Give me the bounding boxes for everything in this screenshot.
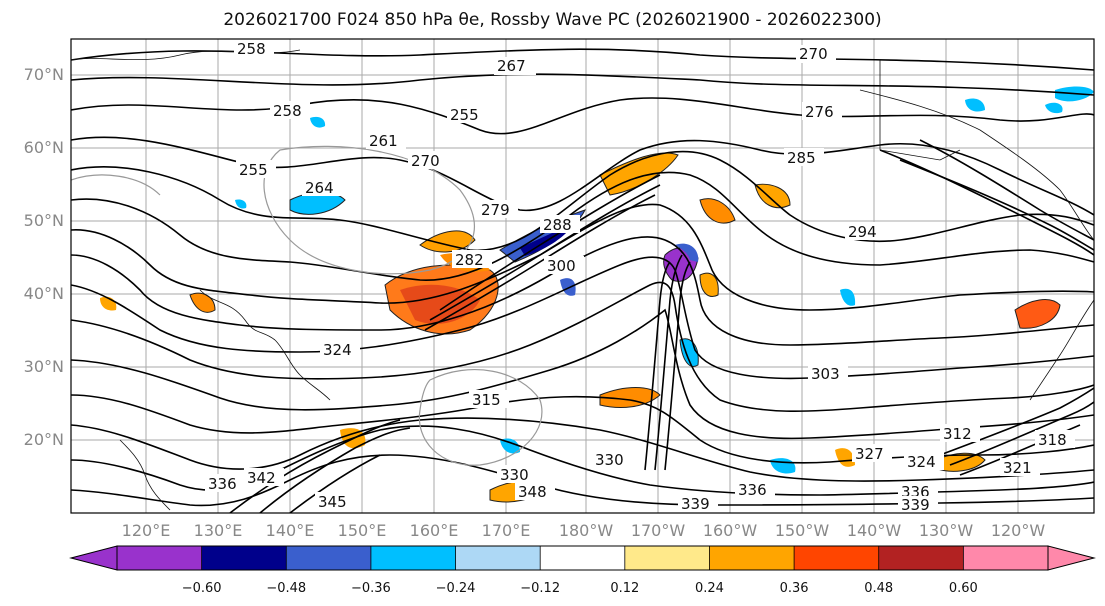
colorbar-under-arrow	[69, 545, 118, 571]
colorbar-tick-label: −0.12	[520, 581, 560, 596]
contour-label: 285	[787, 149, 816, 167]
contour-label: 288	[543, 216, 572, 234]
lon-label: 120°W	[991, 521, 1046, 540]
lon-label: 120°E	[122, 521, 171, 540]
colorbar-over-arrow	[1047, 545, 1096, 571]
lat-label: 50°N	[24, 211, 64, 230]
contour-label: 324	[323, 341, 352, 359]
lon-label: 150°E	[338, 521, 387, 540]
colorbar-tick-label: −0.36	[351, 581, 391, 596]
contour-label: 303	[811, 365, 840, 383]
contour-label: 342	[247, 469, 276, 487]
lon-label: 150°W	[775, 521, 830, 540]
contour-label: 300	[547, 257, 576, 275]
contour-label: 348	[518, 483, 547, 501]
contour-label: 255	[450, 106, 479, 124]
contour-label: 264	[305, 179, 334, 197]
contour-label: 318	[1038, 431, 1067, 449]
colorbar-cell	[624, 546, 710, 570]
contour-label: 336	[208, 475, 237, 493]
colorbar-cell	[201, 546, 287, 570]
colorbar-tick-label: 0.12	[610, 581, 639, 596]
colorbar-tick-label: 0.36	[780, 581, 809, 596]
latitude-labels: 70°N 60°N 50°N 40°N 30°N 20°N	[24, 65, 64, 449]
colorbar-cell	[286, 546, 372, 570]
map-background	[71, 39, 1094, 513]
contour-label: 279	[481, 201, 510, 219]
contour-label: 294	[848, 223, 877, 241]
contour-label: 270	[799, 45, 828, 63]
contour-label: 345	[318, 493, 347, 511]
map-content: 258 267 270 258 255 261 270 255 264 279 …	[71, 39, 1094, 514]
colorbar-tick-label: 0.60	[949, 581, 978, 596]
colorbar-cell	[963, 546, 1049, 570]
lat-label: 30°N	[24, 357, 64, 376]
map-title: 2026021700 F024 850 hPa θe, Rossby Wave …	[223, 10, 882, 30]
colorbar-cell	[455, 546, 541, 570]
contour-label: 282	[455, 251, 484, 269]
contour-label: 339	[681, 495, 710, 513]
contour-label: 327	[855, 445, 884, 463]
colorbar-tick-label: 0.48	[864, 581, 893, 596]
colorbar-tick-label: 0.24	[695, 581, 724, 596]
lon-label: 180°W	[559, 521, 614, 540]
contour-label: 330	[500, 466, 529, 484]
contour-label: 324	[907, 453, 936, 471]
colorbar-tick-label: −0.48	[266, 581, 306, 596]
lon-label: 130°W	[919, 521, 974, 540]
contour-label: 276	[805, 103, 834, 121]
colorbar: −0.60 −0.48 −0.36 −0.24 −0.12 0.12 0.24 0.36 0.4…	[69, 545, 1096, 596]
colorbar-cell	[709, 546, 795, 570]
contour-label: 321	[1003, 459, 1032, 477]
contour-label: 330	[595, 451, 624, 469]
contour-label: 312	[943, 425, 972, 443]
lon-label: 170°E	[482, 521, 531, 540]
colorbar-tick-label: −0.24	[436, 581, 476, 596]
lon-label: 140°W	[847, 521, 902, 540]
contour-label: 270	[411, 152, 440, 170]
lon-label: 160°E	[410, 521, 459, 540]
lon-label: 170°W	[631, 521, 686, 540]
colorbar-cell	[540, 546, 626, 570]
lon-label: 140°E	[266, 521, 315, 540]
contour-label: 261	[369, 132, 398, 150]
contour-label: 315	[472, 391, 501, 409]
contour-label: 255	[239, 161, 268, 179]
contour-label: 258	[273, 102, 302, 120]
lat-label: 20°N	[24, 430, 64, 449]
colorbar-tick-label: −0.60	[182, 581, 222, 596]
longitude-labels: 120°E 130°E 140°E 150°E 160°E 170°E 180°…	[122, 521, 1046, 540]
lat-label: 60°N	[24, 138, 64, 157]
contour-label: 258	[237, 40, 266, 58]
lon-label: 160°W	[703, 521, 758, 540]
lon-label: 130°E	[194, 521, 243, 540]
map-border	[70, 38, 1095, 514]
contour-label: 267	[497, 57, 526, 75]
contour-label: 339	[901, 496, 930, 514]
colorbar-cell	[117, 546, 203, 570]
colorbar-cell	[878, 546, 964, 570]
pc-outline-contours	[71, 145, 543, 466]
contour-label: 336	[738, 481, 767, 499]
lat-label: 70°N	[24, 65, 64, 84]
colorbar-cell	[794, 546, 880, 570]
colorbar-cell	[370, 546, 457, 570]
lat-label: 40°N	[24, 284, 64, 303]
contour-labels: 258 267 270 258 255 261 270 255 264 279 …	[205, 40, 1075, 514]
